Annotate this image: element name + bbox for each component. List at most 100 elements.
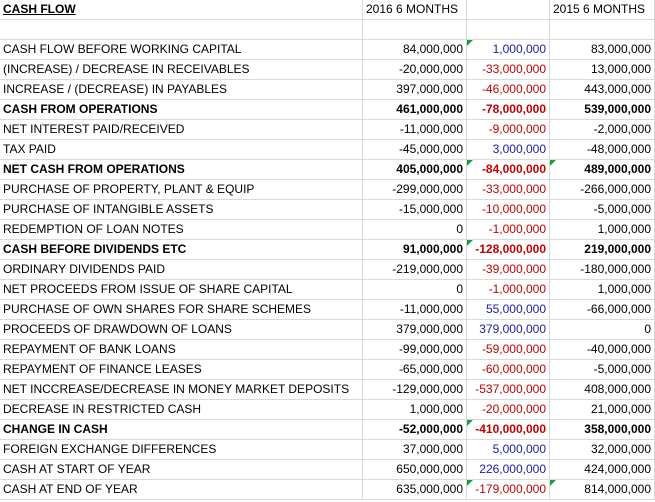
- sheet-title: CASH FLOW: [0, 0, 363, 20]
- value-change: 1,000,000: [467, 40, 550, 60]
- table-row: (INCREASE) / DECREASE IN RECEIVABLES -20,…: [0, 60, 655, 80]
- table-row: CHANGE IN CASH -52,000,000 -410,000,000 358…: [0, 420, 655, 440]
- value-2015: -66,000,000: [550, 300, 655, 320]
- value-2016: -299,000,000: [363, 180, 467, 200]
- value-change: 5,000,000: [467, 440, 550, 460]
- cell-flag: [467, 40, 473, 46]
- value-change: 55,000,000: [467, 300, 550, 320]
- value-2015: 1,000,000: [550, 220, 655, 240]
- value-2015: -48,000,000: [550, 140, 655, 160]
- row-label: PURCHASE OF INTANGIBLE ASSETS: [0, 200, 363, 220]
- table-row: CASH FLOW BEFORE WORKING CAPITAL 84,000,0…: [0, 40, 655, 60]
- empty-cell: [467, 20, 550, 40]
- row-label: INCREASE / (DECREASE) IN PAYABLES: [0, 80, 363, 100]
- value-2015: -180,000,000: [550, 260, 655, 280]
- value-2015: 83,000,000: [550, 40, 655, 60]
- cell-flag: [550, 480, 556, 486]
- value-2015: 32,000,000: [550, 440, 655, 460]
- value-2015: 814,000,000: [550, 480, 655, 500]
- table-row: ORDINARY DIVIDENDS PAID -219,000,000 -39,0…: [0, 260, 655, 280]
- cell-flag: [467, 240, 473, 246]
- value-2016: 37,000,000: [363, 440, 467, 460]
- value-2015: -40,000,000: [550, 340, 655, 360]
- row-label: CASH FLOW BEFORE WORKING CAPITAL: [0, 40, 363, 60]
- value-change: -537,000,000: [467, 380, 550, 400]
- row-label: REDEMPTION OF LOAN NOTES: [0, 220, 363, 240]
- table-row: CASH AT START OF YEAR 650,000,000 226,000,…: [0, 460, 655, 480]
- value-2016: -15,000,000: [363, 200, 467, 220]
- value-2016: 397,000,000: [363, 80, 467, 100]
- value-2016: 91,000,000: [363, 240, 467, 260]
- column-header: 2016 6 MONTHS: [363, 0, 467, 20]
- table-row: NET CASH FROM OPERATIONS 405,000,000 -84,0…: [0, 160, 655, 180]
- value-change: -179,000,000: [467, 480, 550, 500]
- row-label: REPAYMENT OF BANK LOANS: [0, 340, 363, 360]
- column-header: 2015 6 MONTHS: [550, 0, 655, 20]
- row-label: CASH FROM OPERATIONS: [0, 100, 363, 120]
- cell-flag: [467, 420, 473, 426]
- value-2016: -45,000,000: [363, 140, 467, 160]
- value-change: -10,000,000: [467, 200, 550, 220]
- empty-cell: [363, 20, 467, 40]
- value-change: -128,000,000: [467, 240, 550, 260]
- value-change: -1,000,000: [467, 220, 550, 240]
- row-label: CASH AT END OF YEAR: [0, 480, 363, 500]
- value-2015: -266,000,000: [550, 180, 655, 200]
- value-2016: -99,000,000: [363, 340, 467, 360]
- value-2016: -20,000,000: [363, 60, 467, 80]
- value-2016: 461,000,000: [363, 100, 467, 120]
- table-row: PURCHASE OF INTANGIBLE ASSETS -15,000,000…: [0, 200, 655, 220]
- value-2015: -5,000,000: [550, 360, 655, 380]
- blank-row: [0, 20, 655, 40]
- value-change: -33,000,000: [467, 180, 550, 200]
- value-2015: 539,000,000: [550, 100, 655, 120]
- table-row: NET PROCEEDS FROM ISSUE OF SHARE CAPITAL…: [0, 280, 655, 300]
- value-2016: 84,000,000: [363, 40, 467, 60]
- value-2015: -5,000,000: [550, 200, 655, 220]
- row-label: CASH AT START OF YEAR: [0, 460, 363, 480]
- table-row: FOREIGN EXCHANGE DIFFERENCES 37,000,000 5,…: [0, 440, 655, 460]
- row-label: PURCHASE OF PROPERTY, PLANT & EQUIP: [0, 180, 363, 200]
- empty-cell: [467, 0, 550, 20]
- value-change: -46,000,000: [467, 80, 550, 100]
- table-row: PROCEEDS OF DRAWDOWN OF LOANS 379,000,000…: [0, 320, 655, 340]
- row-label: NET CASH FROM OPERATIONS: [0, 160, 363, 180]
- table-row: PURCHASE OF OWN SHARES FOR SHARE SCHEMES…: [0, 300, 655, 320]
- value-change: -20,000,000: [467, 400, 550, 420]
- table-row: INCREASE / (DECREASE) IN PAYABLES 397,000…: [0, 80, 655, 100]
- row-label: CASH BEFORE DIVIDENDS ETC: [0, 240, 363, 260]
- value-change: -84,000,000: [467, 160, 550, 180]
- value-2016: -11,000,000: [363, 120, 467, 140]
- value-2015: 13,000,000: [550, 60, 655, 80]
- value-2015: 443,000,000: [550, 80, 655, 100]
- value-2015: 219,000,000: [550, 240, 655, 260]
- table-row: TAX PAID -45,000,000 3,000,000 -48,000,000: [0, 140, 655, 160]
- value-2016: -129,000,000: [363, 380, 467, 400]
- value-2016: 650,000,000: [363, 460, 467, 480]
- row-label: NET INTEREST PAID/RECEIVED: [0, 120, 363, 140]
- value-change: -59,000,000: [467, 340, 550, 360]
- row-label: TAX PAID: [0, 140, 363, 160]
- table-row: REPAYMENT OF BANK LOANS -99,000,000 -59,00…: [0, 340, 655, 360]
- row-label: FOREIGN EXCHANGE DIFFERENCES: [0, 440, 363, 460]
- value-change: -1,000,000: [467, 280, 550, 300]
- empty-cell: [0, 20, 363, 40]
- row-label: DECREASE IN RESTRICTED CASH: [0, 400, 363, 420]
- cell-flag: [467, 160, 473, 166]
- value-2016: -65,000,000: [363, 360, 467, 380]
- row-label: PROCEEDS OF DRAWDOWN OF LOANS: [0, 320, 363, 340]
- empty-cell: [550, 20, 655, 40]
- value-change: 379,000,000: [467, 320, 550, 340]
- value-2015: -2,000,000: [550, 120, 655, 140]
- table-row: NET INCCREASE/DECREASE IN MONEY MARKET D…: [0, 380, 655, 400]
- table-row: REPAYMENT OF FINANCE LEASES -65,000,000 -6…: [0, 360, 655, 380]
- row-label: NET PROCEEDS FROM ISSUE OF SHARE CAPITAL: [0, 280, 363, 300]
- value-2015: 489,000,000: [550, 160, 655, 180]
- value-2016: -219,000,000: [363, 260, 467, 280]
- table-row: DECREASE IN RESTRICTED CASH 1,000,000 -20,…: [0, 400, 655, 420]
- value-2016: 635,000,000: [363, 480, 467, 500]
- row-label: CHANGE IN CASH: [0, 420, 363, 440]
- cell-flag: [467, 480, 473, 486]
- value-2016: 0: [363, 280, 467, 300]
